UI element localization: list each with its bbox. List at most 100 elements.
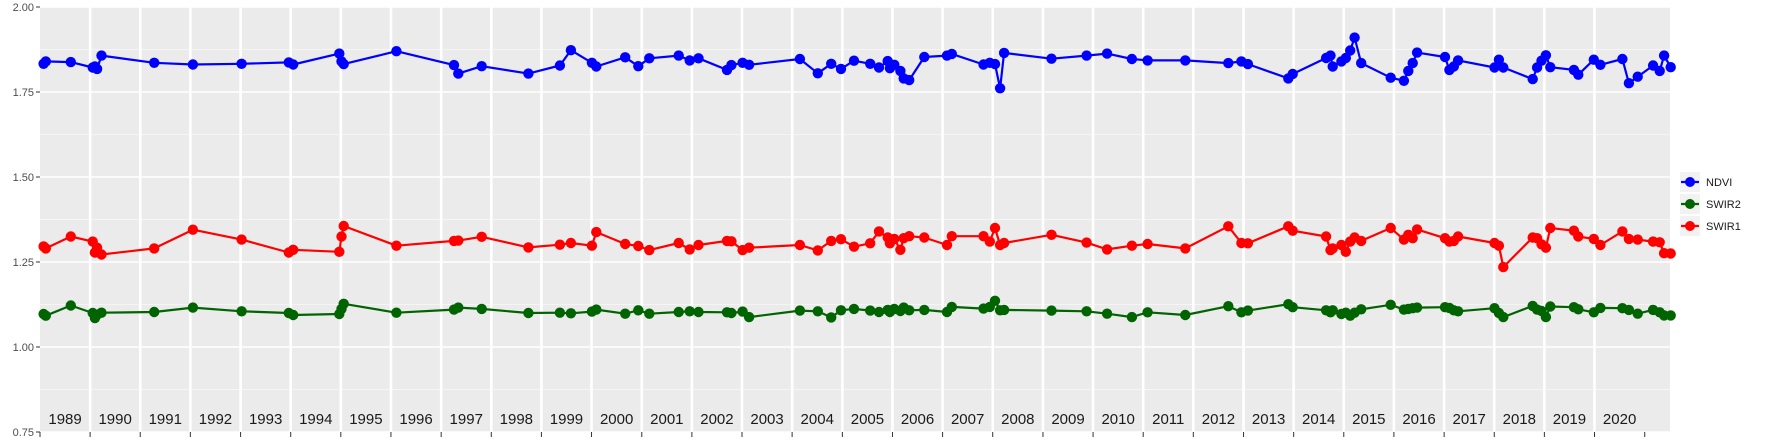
data-point-swir2 — [1101, 308, 1113, 319]
data-point-swir1 — [673, 237, 684, 249]
data-point-swir2 — [989, 295, 1001, 306]
data-point-ndvi — [835, 63, 847, 75]
data-point-swir1 — [96, 249, 107, 260]
y-tick-label: 2.00 — [13, 2, 34, 14]
data-point-swir2 — [1046, 305, 1057, 316]
year-label: 1990 — [98, 411, 131, 428]
data-point-swir2 — [835, 305, 847, 316]
data-point-ndvi — [812, 68, 823, 79]
data-point-swir2 — [812, 306, 823, 317]
data-point-swir2 — [236, 306, 247, 317]
y-tick-label: 1.75 — [13, 87, 34, 99]
data-point-swir2 — [1385, 299, 1396, 310]
data-point-swir1 — [794, 239, 806, 251]
year-label: 2008 — [1001, 411, 1034, 428]
data-point-swir2 — [726, 307, 737, 319]
data-point-swir2 — [743, 311, 755, 323]
data-point-swir2 — [1411, 302, 1423, 313]
data-point-swir1 — [1081, 237, 1092, 248]
data-point-ndvi — [904, 74, 915, 86]
data-point-swir1 — [941, 239, 953, 251]
data-point-swir2 — [1242, 305, 1254, 316]
data-point-swir1 — [334, 246, 345, 257]
year-label: 2006 — [901, 411, 934, 428]
data-point-swir1 — [1242, 238, 1254, 249]
data-point-swir1 — [565, 237, 577, 249]
y-tick-label: 0.75 — [13, 427, 34, 439]
data-point-swir1 — [989, 222, 1001, 234]
legend-label: SWIR1 — [1706, 221, 1741, 233]
year-label: 2005 — [851, 411, 884, 428]
data-point-ndvi — [40, 56, 51, 67]
y-tick-label: 1.50 — [13, 172, 34, 184]
legend-label: NDVI — [1706, 177, 1732, 189]
data-point-ndvi — [1595, 59, 1606, 70]
data-point-swir1 — [1493, 240, 1505, 251]
series-layer — [38, 32, 1676, 324]
data-point-ndvi — [1411, 47, 1423, 58]
data-point-swir2 — [644, 308, 655, 319]
series-ndvi — [38, 32, 1676, 94]
data-point-ndvi — [848, 55, 860, 66]
data-point-ndvi — [1654, 65, 1665, 77]
legend-item-ndvi: NDVI — [1680, 172, 1732, 192]
data-point-ndvi — [1498, 62, 1509, 73]
year-label: 2009 — [1051, 411, 1084, 428]
data-point-ndvi — [1439, 51, 1451, 63]
data-point-ndvi — [1349, 32, 1360, 43]
data-point-swir1 — [1595, 239, 1606, 251]
y-axis: 0.75 1.00 1.25 1.50 1.75 2.00 — [13, 2, 40, 439]
data-point-swir1 — [1407, 233, 1418, 244]
data-point-ndvi — [236, 58, 247, 69]
year-label: 2004 — [801, 411, 834, 428]
year-label: 1997 — [450, 411, 483, 428]
data-point-swir1 — [1180, 243, 1191, 254]
data-point-ndvi — [1356, 57, 1367, 69]
data-point-ndvi — [65, 56, 77, 68]
year-label: 1994 — [299, 411, 332, 428]
data-point-swir1 — [1452, 231, 1464, 242]
data-point-swir2 — [1545, 301, 1556, 312]
data-point-swir1 — [1545, 222, 1556, 234]
year-label: 1989 — [48, 411, 81, 428]
data-point-swir1 — [523, 242, 534, 253]
data-point-ndvi — [1573, 69, 1584, 80]
data-point-swir1 — [919, 232, 930, 243]
data-point-ndvi — [1540, 50, 1552, 61]
data-point-swir2 — [1595, 302, 1606, 314]
data-point-swir1 — [904, 231, 915, 242]
data-point-ndvi — [673, 50, 684, 61]
data-point-ndvi — [1527, 73, 1538, 85]
data-point-swir2 — [673, 306, 684, 318]
year-label: 2020 — [1603, 411, 1636, 428]
data-point-swir2 — [1081, 306, 1092, 317]
data-point-swir1 — [895, 244, 906, 255]
data-point-swir2 — [40, 310, 51, 321]
data-point-swir1 — [40, 243, 51, 254]
legend-key-point — [1685, 221, 1695, 231]
data-point-swir1 — [812, 245, 823, 256]
data-point-swir1 — [1046, 229, 1057, 240]
data-point-ndvi — [1452, 55, 1464, 66]
data-point-swir2 — [149, 306, 160, 318]
data-point-ndvi — [1142, 55, 1153, 66]
year-label: 2015 — [1352, 411, 1385, 428]
data-point-ndvi — [1345, 45, 1356, 56]
data-point-swir1 — [946, 231, 957, 242]
data-point-swir2 — [1142, 307, 1153, 318]
data-point-ndvi — [693, 53, 704, 64]
data-point-swir2 — [873, 306, 885, 318]
data-point-swir2 — [1327, 305, 1338, 316]
data-point-ndvi — [1658, 50, 1670, 61]
data-point-ndvi — [998, 47, 1010, 59]
data-point-swir1 — [644, 244, 655, 256]
data-point-swir2 — [865, 305, 876, 316]
year-label: 1995 — [349, 411, 382, 428]
data-point-swir2 — [1287, 302, 1298, 313]
data-point-swir1 — [1665, 248, 1676, 259]
data-point-ndvi — [1126, 53, 1138, 65]
data-point-swir1 — [1632, 234, 1643, 245]
data-point-ndvi — [1632, 71, 1643, 82]
data-point-swir1 — [693, 239, 704, 251]
data-point-swir1 — [1142, 238, 1153, 250]
